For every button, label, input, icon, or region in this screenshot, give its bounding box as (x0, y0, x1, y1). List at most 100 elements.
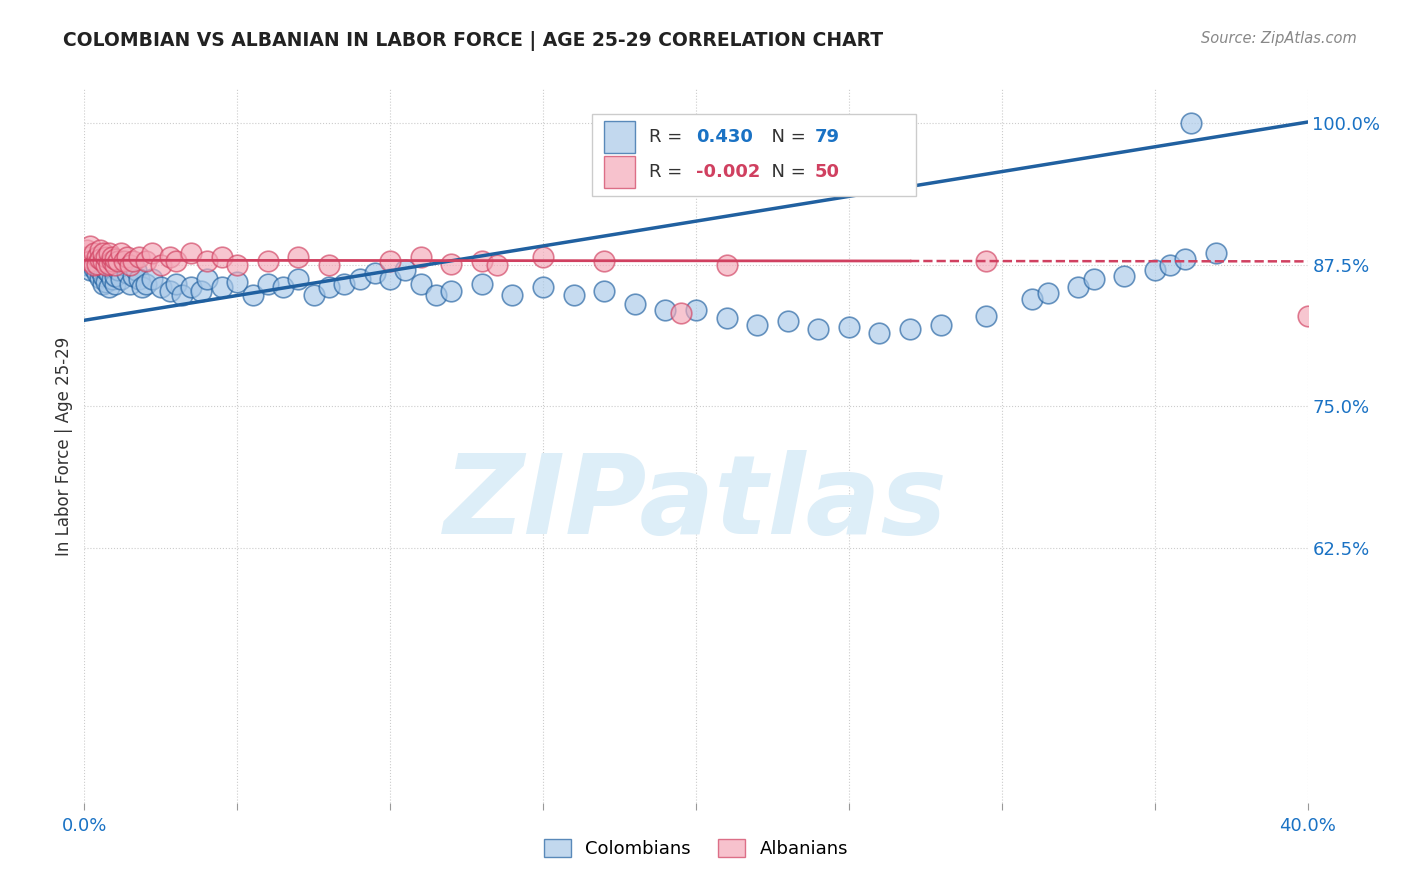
FancyBboxPatch shape (605, 155, 636, 187)
Point (76, 258, 98, 272)
Point (115, 250, 138, 264)
Point (716, 258, 738, 272)
Text: Source: ZipAtlas.com: Source: ZipAtlas.com (1201, 31, 1357, 46)
Point (654, 303, 676, 318)
Point (110, 272, 132, 286)
Point (531, 280, 554, 294)
Point (91, 246, 114, 260)
Point (128, 250, 150, 264)
Point (486, 258, 509, 272)
Point (165, 254, 187, 268)
Point (76, 243, 98, 257)
Point (83, 254, 105, 268)
Point (807, 322, 830, 336)
Point (471, 277, 494, 291)
Point (91, 269, 114, 284)
Point (562, 288, 585, 302)
Point (97, 257, 120, 271)
Point (104, 252, 127, 266)
Point (89, 243, 111, 257)
Point (89, 271, 111, 285)
Point (394, 263, 416, 277)
Point (101, 261, 124, 276)
Text: 50: 50 (814, 162, 839, 180)
Text: N =: N = (759, 162, 811, 180)
Point (869, 326, 891, 340)
Point (115, 266, 138, 280)
Point (190, 284, 212, 298)
Point (440, 257, 463, 271)
Point (104, 277, 127, 291)
Point (180, 280, 202, 294)
Point (112, 254, 135, 268)
Point (125, 263, 148, 277)
Point (287, 272, 309, 286)
Point (1143, 263, 1166, 277)
Point (86, 266, 108, 280)
Point (97, 280, 120, 294)
Point (211, 250, 233, 264)
Legend: Colombians, Albanians: Colombians, Albanians (537, 831, 855, 865)
Point (898, 322, 921, 336)
Point (287, 250, 309, 264)
Point (159, 250, 181, 264)
Point (318, 258, 340, 272)
Point (94, 275, 117, 289)
Point (1296, 309, 1319, 323)
Point (97, 246, 120, 260)
Point (94, 263, 117, 277)
Point (380, 254, 402, 268)
Point (1205, 246, 1227, 260)
Point (195, 254, 218, 268)
Point (226, 258, 249, 272)
Point (195, 272, 218, 286)
Point (593, 284, 616, 298)
Point (79, 238, 101, 252)
Point (593, 254, 616, 268)
Text: ZIPatlas: ZIPatlas (444, 450, 948, 557)
Point (122, 254, 145, 268)
Point (226, 275, 249, 289)
Point (349, 272, 371, 286)
Text: R =: R = (650, 128, 695, 146)
Point (91, 277, 114, 291)
Point (211, 280, 233, 294)
Point (1067, 280, 1090, 294)
Point (83, 261, 105, 276)
Point (89, 263, 111, 277)
Point (318, 280, 340, 294)
Point (104, 269, 127, 284)
Point (89, 252, 111, 266)
Point (149, 258, 172, 272)
Point (502, 288, 524, 302)
Point (302, 288, 325, 302)
Point (364, 266, 387, 280)
Point (685, 303, 707, 318)
Point (257, 277, 280, 291)
Point (409, 250, 432, 264)
Text: N =: N = (759, 128, 811, 146)
Point (83, 246, 105, 260)
Point (94, 250, 117, 264)
Point (1180, 116, 1202, 130)
Point (110, 246, 132, 260)
Text: 79: 79 (814, 128, 839, 146)
Point (172, 288, 194, 302)
Point (131, 280, 153, 294)
Point (83, 258, 105, 272)
Point (101, 250, 124, 264)
Point (107, 254, 129, 268)
Point (76, 250, 98, 264)
Point (120, 258, 142, 272)
Point (159, 284, 181, 298)
Point (107, 263, 129, 277)
Point (120, 277, 142, 291)
Text: R =: R = (650, 162, 689, 180)
Point (1036, 286, 1059, 301)
Point (1021, 292, 1043, 306)
Point (79, 254, 101, 268)
Point (86, 250, 108, 264)
Point (180, 246, 202, 260)
Point (97, 266, 120, 280)
Point (165, 277, 187, 291)
